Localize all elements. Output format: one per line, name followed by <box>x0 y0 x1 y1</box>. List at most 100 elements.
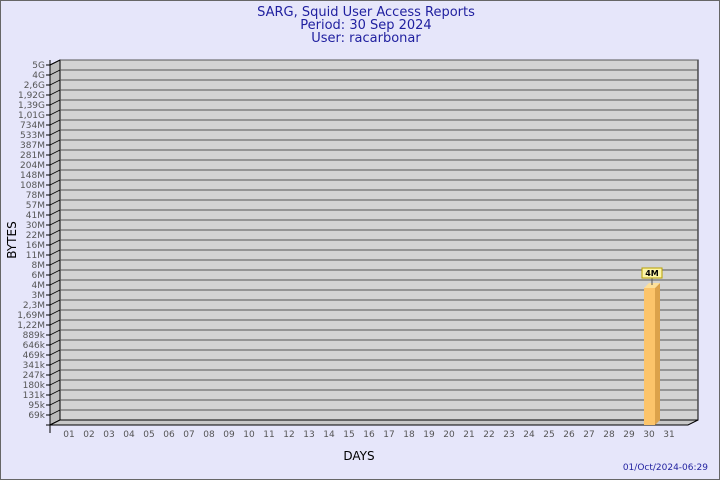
y-tick-label: 4G <box>32 71 45 81</box>
gridline-depth <box>49 399 61 406</box>
x-tick-label: 13 <box>303 430 314 440</box>
x-tick-label: 25 <box>543 430 554 440</box>
y-tick-label: 1,01G <box>18 111 45 121</box>
x-tick-label: 17 <box>383 430 394 440</box>
gridline-depth <box>49 329 61 336</box>
y-tick-label: 4M <box>32 281 46 291</box>
gridline-depth <box>49 139 61 146</box>
gridline-depth <box>49 279 61 286</box>
gridline-depth <box>49 109 61 116</box>
gridline-depth <box>49 249 61 256</box>
gridline-depth <box>49 219 61 226</box>
gridline-depth <box>49 349 61 356</box>
gridline-depth <box>49 79 61 86</box>
y-tick-label: 5G <box>32 61 45 71</box>
bar-side-day-30 <box>655 283 660 425</box>
y-tick-label: 889k <box>23 331 46 341</box>
y-tick-label: 204M <box>20 161 45 171</box>
x-tick-label: 27 <box>583 430 594 440</box>
chart-title: SARG, Squid User Access Reports <box>257 5 475 20</box>
y-tick-label: 108M <box>20 181 45 191</box>
x-tick-label: 29 <box>623 430 635 440</box>
y-tick-label: 533M <box>20 131 45 141</box>
gridline-depth <box>49 229 61 236</box>
x-tick-label: 26 <box>563 430 575 440</box>
y-tick-label: 2,6G <box>24 81 45 91</box>
gridline-depth <box>49 189 61 196</box>
gridline-depth <box>49 209 61 216</box>
y-tick-label: 131k <box>23 391 46 401</box>
y-tick-label: 30M <box>26 221 45 231</box>
x-tick-label: 19 <box>423 430 435 440</box>
data-label: 4M <box>645 269 659 278</box>
y-tick-label: 57M <box>26 201 45 211</box>
bar-top-day-30 <box>644 283 660 288</box>
y-tick-label: 1,92G <box>18 91 45 101</box>
floor <box>49 419 699 426</box>
gridline-depth <box>49 319 61 326</box>
chart-subtitle-period: Period: 30 Sep 2024 <box>300 18 431 33</box>
gridline-depth <box>49 359 61 366</box>
x-tick-label: 18 <box>403 430 415 440</box>
data-label-box <box>641 267 663 279</box>
y-tick-label: 95k <box>28 401 45 411</box>
gridline-depth <box>49 269 61 276</box>
x-tick-label: 15 <box>343 430 354 440</box>
x-tick-label: 23 <box>503 430 514 440</box>
y-tick-label: 11M <box>26 251 45 261</box>
x-tick-label: 07 <box>183 430 194 440</box>
gridline-depth <box>49 129 61 136</box>
x-tick-label: 08 <box>203 430 215 440</box>
x-tick-label: 20 <box>443 430 455 440</box>
y-tick-label: 3M <box>32 291 46 301</box>
gridline-depth <box>49 369 61 376</box>
y-tick-label: 1,69M <box>17 311 45 321</box>
x-tick-label: 03 <box>103 430 114 440</box>
gridline-depth <box>49 99 61 106</box>
gridline-depth <box>49 179 61 186</box>
gridline-depth <box>49 199 61 206</box>
x-axis-label: DAYS <box>343 449 374 463</box>
x-tick-label: 30 <box>643 430 655 440</box>
x-tick-label: 11 <box>263 430 274 440</box>
x-tick-label: 22 <box>483 430 494 440</box>
gridline-depth <box>49 409 61 416</box>
chart-subtitle-user: User: racarbonar <box>311 31 421 46</box>
y-tick-label: 281M <box>20 151 45 161</box>
y-tick-label: 6M <box>32 271 46 281</box>
x-tick-label: 24 <box>523 430 535 440</box>
y-tick-label: 646k <box>23 341 46 351</box>
y-tick-label: 148M <box>20 171 45 181</box>
y-tick-label: 469k <box>23 351 46 361</box>
x-tick-label: 02 <box>83 430 94 440</box>
y-tick-label: 41M <box>26 211 45 221</box>
gridline-depth <box>49 309 61 316</box>
x-tick-label: 09 <box>223 430 235 440</box>
y-tick-label: 247k <box>23 371 46 381</box>
y-tick-label: 78M <box>26 191 45 201</box>
y-tick-label: 69k <box>28 411 45 421</box>
x-tick-label: 21 <box>463 430 474 440</box>
y-tick-label: 1,22M <box>17 321 45 331</box>
x-tick-label: 14 <box>323 430 335 440</box>
gridline-depth <box>49 289 61 296</box>
y-tick-label: 22M <box>26 231 45 241</box>
gridline-depth <box>49 89 61 96</box>
gridline-depth <box>49 299 61 306</box>
gridline-depth <box>49 339 61 346</box>
gridline-depth <box>49 119 61 126</box>
x-tick-label: 05 <box>143 430 154 440</box>
y-tick-label: 2,3M <box>23 301 45 311</box>
y-tick-label: 387M <box>20 141 45 151</box>
gridline-depth <box>49 259 61 266</box>
gridline-depth <box>49 59 61 66</box>
gridline-depth <box>49 159 61 166</box>
x-tick-label: 28 <box>603 430 615 440</box>
y-tick-label: 16M <box>26 241 45 251</box>
gridline-depth <box>49 169 61 176</box>
x-tick-label: 10 <box>243 430 255 440</box>
y-axis-label: BYTES <box>5 221 19 258</box>
y-tick-label: 8M <box>32 261 46 271</box>
x-tick-label: 04 <box>123 430 135 440</box>
gridline-depth <box>49 239 61 246</box>
